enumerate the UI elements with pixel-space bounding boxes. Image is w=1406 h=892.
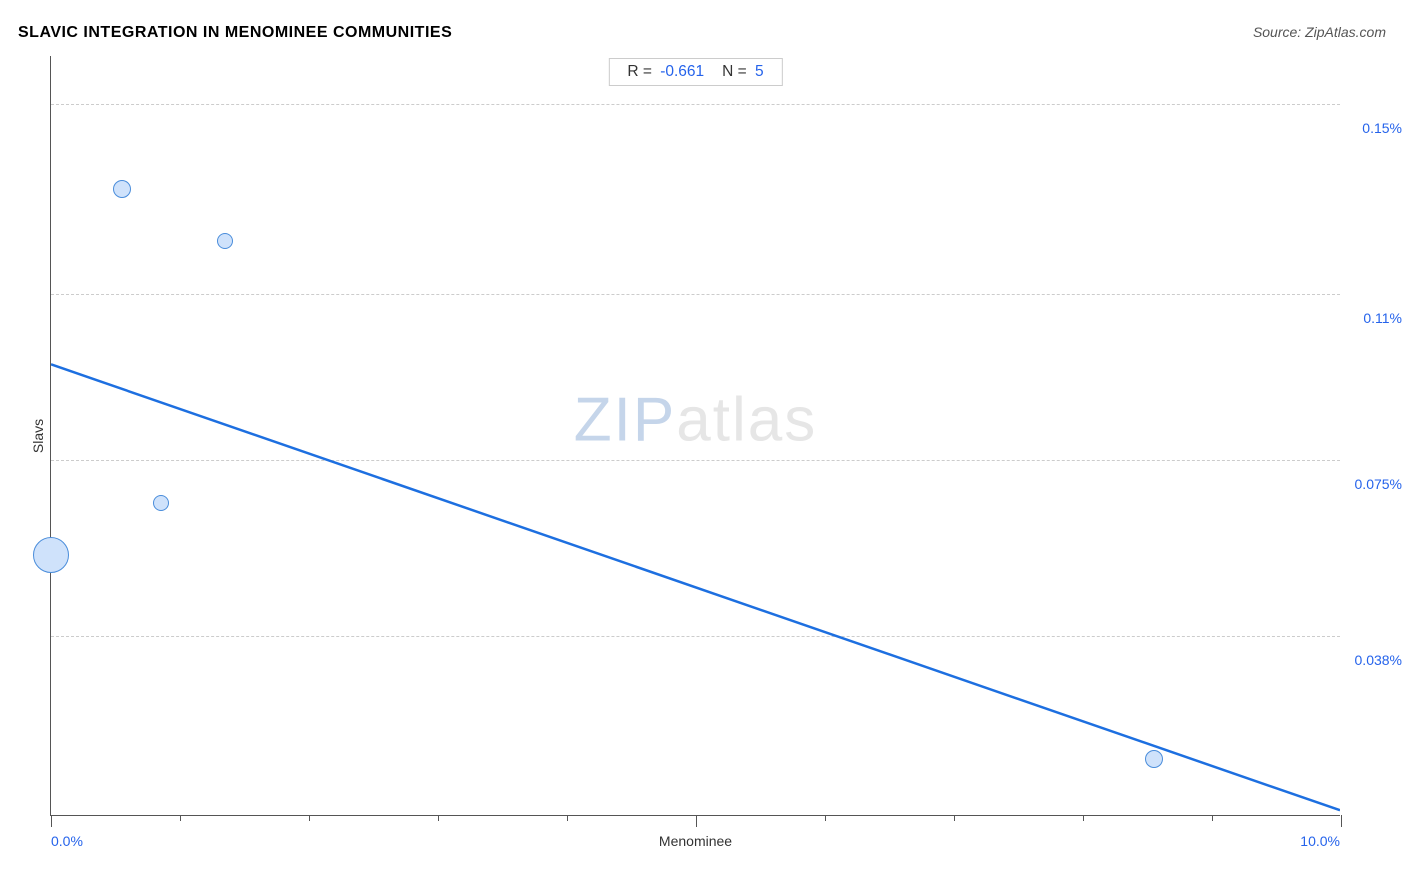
watermark-atlas: atlas <box>676 386 817 455</box>
chart-title: SLAVIC INTEGRATION IN MENOMINEE COMMUNIT… <box>18 24 452 42</box>
stat-n-value: 5 <box>755 63 764 80</box>
y-tick-label: 0.11% <box>1363 310 1402 326</box>
x-tick-min: 0.0% <box>51 833 83 849</box>
x-tick <box>438 815 439 821</box>
gridline <box>51 104 1340 105</box>
watermark-zip: ZIP <box>574 386 676 455</box>
x-axis-title: Menominee <box>659 833 732 849</box>
data-point <box>217 233 233 249</box>
y-axis-title: Slavs <box>30 418 46 452</box>
data-point <box>113 180 131 198</box>
x-tick <box>954 815 955 821</box>
x-tick <box>567 815 568 821</box>
stat-n: N = 5 <box>722 63 764 81</box>
data-point <box>153 495 169 511</box>
gridline <box>51 636 1340 637</box>
y-tick-label: 0.038% <box>1355 652 1402 668</box>
x-tick <box>1083 815 1084 821</box>
data-point <box>33 537 69 573</box>
x-tick <box>825 815 826 821</box>
stat-r-label: R = <box>627 63 652 80</box>
source-attribution: Source: ZipAtlas.com <box>1253 24 1386 40</box>
trend-line <box>51 56 1340 815</box>
x-tick <box>309 815 310 821</box>
gridline <box>51 460 1340 461</box>
y-tick-label: 0.15% <box>1362 120 1402 136</box>
x-tick-max: 10.0% <box>1300 833 1340 849</box>
stat-r: R = -0.661 <box>627 63 704 81</box>
stat-r-value: -0.661 <box>660 63 704 80</box>
x-tick <box>51 815 52 827</box>
x-tick <box>1212 815 1213 821</box>
stats-box: R = -0.661 N = 5 <box>608 58 782 86</box>
plot-area: ZIPatlas 0.15%0.11%0.075%0.038% R = -0.6… <box>50 56 1340 816</box>
gridline <box>51 294 1340 295</box>
x-tick <box>696 815 697 827</box>
watermark: ZIPatlas <box>574 385 817 456</box>
y-tick-label: 0.075% <box>1355 476 1402 492</box>
data-point <box>1145 750 1163 768</box>
stat-n-label: N = <box>722 63 747 80</box>
x-tick <box>180 815 181 821</box>
x-tick <box>1341 815 1342 827</box>
